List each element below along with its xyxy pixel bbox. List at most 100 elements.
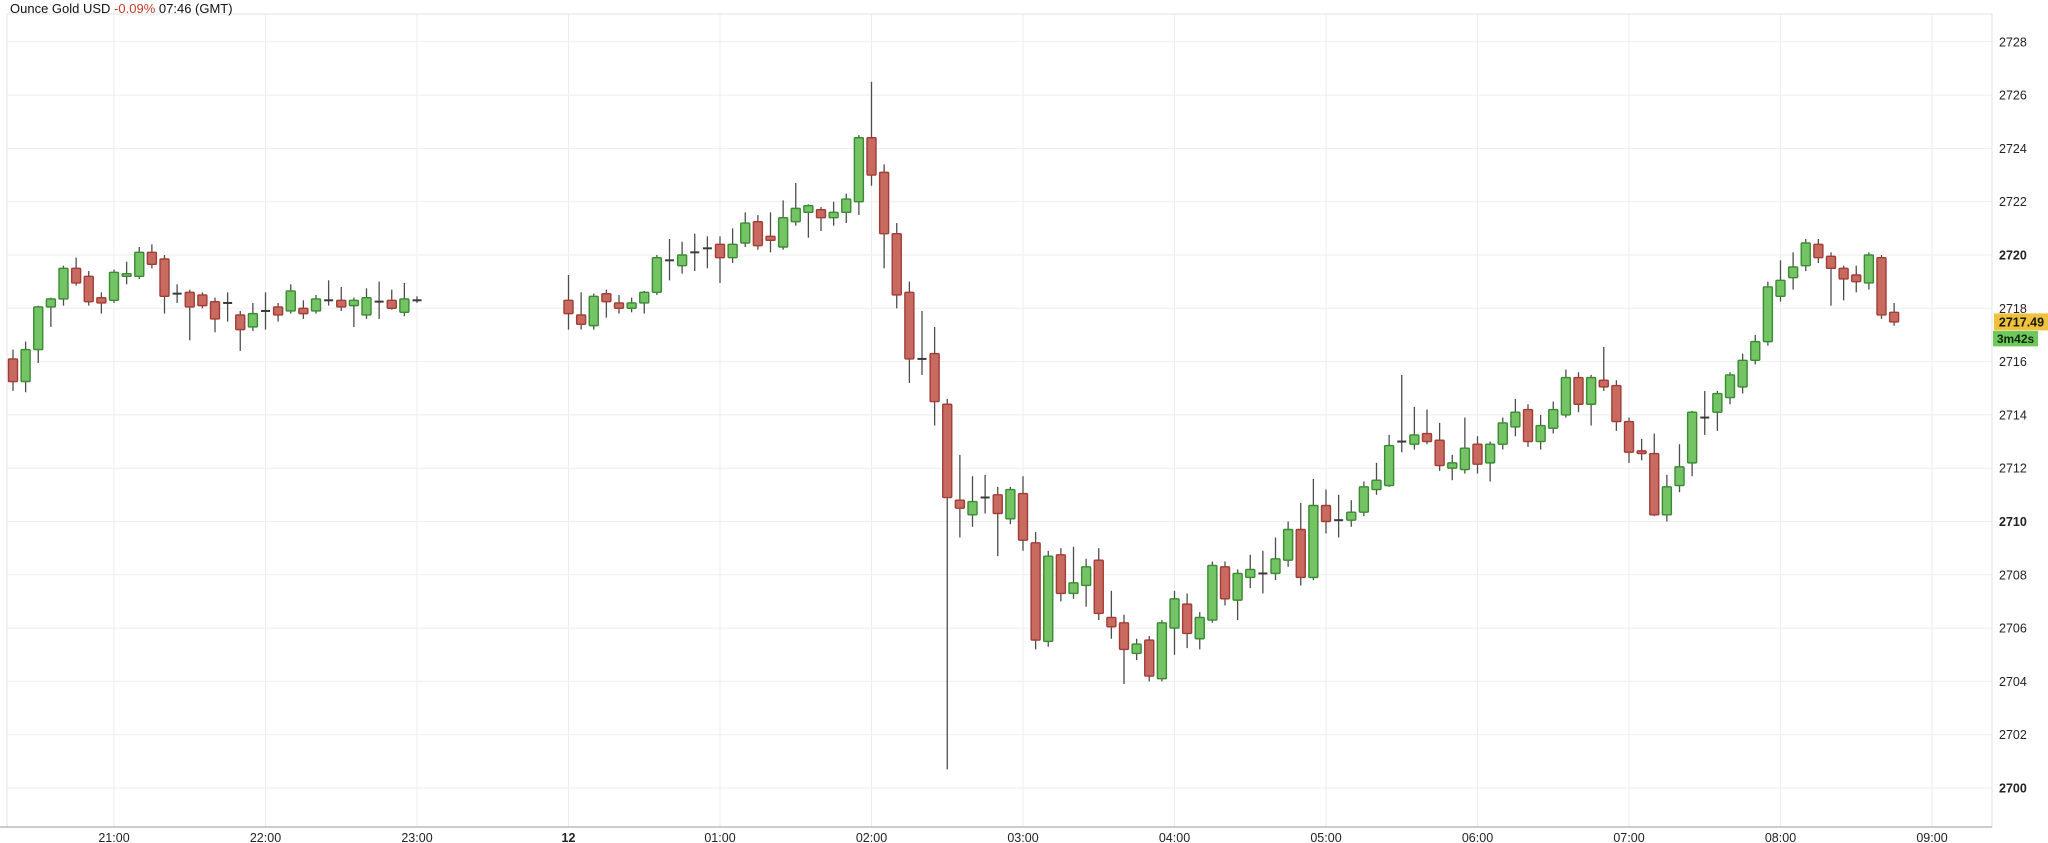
candle-up-01:50[interactable] xyxy=(841,198,852,214)
candle-up-07:45[interactable] xyxy=(1737,359,1748,388)
candle-up-01:55[interactable] xyxy=(853,137,865,203)
candle-down-22:30[interactable] xyxy=(336,299,347,308)
candle-down-22:15[interactable] xyxy=(298,307,309,315)
candle-up-22:55[interactable] xyxy=(399,298,410,313)
candle-down-00:00[interactable] xyxy=(563,299,574,315)
candle-up-03:55[interactable] xyxy=(1156,622,1168,680)
candle-up-06:10[interactable] xyxy=(1497,422,1508,445)
candle-down-03:50[interactable] xyxy=(1144,639,1155,677)
candle-up-04:45[interactable] xyxy=(1282,528,1294,561)
candle-up-00:25[interactable] xyxy=(626,302,637,310)
candle-down-06:20[interactable] xyxy=(1522,408,1534,443)
candle-up-05:50[interactable] xyxy=(1447,462,1458,469)
candle-up-06:30[interactable] xyxy=(1548,408,1559,429)
candle-down-07:00[interactable] xyxy=(1623,420,1635,453)
candle-up-01:35[interactable] xyxy=(803,204,814,214)
candle-up-01:25[interactable] xyxy=(777,216,789,248)
candle-down-02:30[interactable] xyxy=(942,403,953,499)
candle-up-06:45[interactable] xyxy=(1585,376,1597,405)
candle-down-06:50[interactable] xyxy=(1598,379,1609,388)
candle-up-08:05[interactable] xyxy=(1787,266,1799,279)
candle-up-01:10[interactable] xyxy=(740,222,751,244)
candle-up-06:35[interactable] xyxy=(1560,376,1572,416)
candle-down-08:25[interactable] xyxy=(1838,267,1849,280)
candle-down-20:20[interactable] xyxy=(7,358,19,383)
candle-down-03:35[interactable] xyxy=(1106,616,1117,628)
candle-down-03:00[interactable] xyxy=(1017,492,1029,541)
candle-up-06:25[interactable] xyxy=(1535,424,1546,443)
candle-down-01:15[interactable] xyxy=(752,220,764,247)
candle-down-06:55[interactable] xyxy=(1611,384,1622,423)
candle-down-08:20[interactable] xyxy=(1825,255,1837,270)
candle-up-22:10[interactable] xyxy=(285,290,296,312)
candle-down-00:15[interactable] xyxy=(601,292,612,303)
candle-up-21:05[interactable] xyxy=(121,272,132,278)
candle-down-03:05[interactable] xyxy=(1030,542,1041,641)
candle-up-20:35[interactable] xyxy=(45,298,57,308)
candle-up-07:15[interactable] xyxy=(1661,486,1673,516)
candle-up-05:15[interactable] xyxy=(1358,486,1370,513)
candle-down-08:45[interactable] xyxy=(1888,311,1900,323)
candle-down-04:05[interactable] xyxy=(1181,603,1193,635)
candle-up-21:00[interactable] xyxy=(108,271,120,302)
candle-up-07:20[interactable] xyxy=(1674,466,1685,487)
candle-up-04:30[interactable] xyxy=(1245,568,1256,579)
candle-up-07:25[interactable] xyxy=(1686,411,1698,464)
candle-down-02:35[interactable] xyxy=(954,499,966,509)
candle-up-05:20[interactable] xyxy=(1371,479,1382,491)
candle-up-07:55[interactable] xyxy=(1762,286,1774,343)
candle-down-02:15[interactable] xyxy=(904,291,915,360)
candle-up-07:50[interactable] xyxy=(1750,340,1761,361)
candle-up-05:35[interactable] xyxy=(1409,434,1420,445)
candle-up-04:40[interactable] xyxy=(1270,558,1281,575)
candle-down-02:10[interactable] xyxy=(891,232,902,296)
candle-down-22:50[interactable] xyxy=(386,299,397,309)
candle-down-20:45[interactable] xyxy=(70,267,82,284)
candle-down-04:20[interactable] xyxy=(1219,566,1231,600)
candle-up-01:45[interactable] xyxy=(828,211,839,219)
candle-up-08:35[interactable] xyxy=(1863,254,1875,284)
candle-down-08:15[interactable] xyxy=(1813,243,1824,259)
candle-up-08:00[interactable] xyxy=(1775,279,1786,298)
candle-up-04:15[interactable] xyxy=(1207,564,1218,621)
candle-up-04:10[interactable] xyxy=(1194,616,1205,640)
candle-down-08:40[interactable] xyxy=(1876,256,1887,316)
candle-down-07:10[interactable] xyxy=(1649,452,1660,516)
candle-up-06:15[interactable] xyxy=(1510,411,1521,428)
candle-down-06:00[interactable] xyxy=(1472,443,1483,465)
candle-up-21:10[interactable] xyxy=(134,251,145,278)
candle-down-03:30[interactable] xyxy=(1093,559,1104,615)
candle-up-07:35[interactable] xyxy=(1712,392,1723,413)
candle-up-05:55[interactable] xyxy=(1459,447,1471,471)
candle-down-08:30[interactable] xyxy=(1851,274,1862,283)
candle-down-02:05[interactable] xyxy=(878,171,890,235)
candle-up-03:10[interactable] xyxy=(1043,555,1054,643)
candle-up-00:35[interactable] xyxy=(651,256,663,294)
candle-down-22:05[interactable] xyxy=(272,306,284,316)
candle-up-07:40[interactable] xyxy=(1724,374,1736,399)
candle-down-20:55[interactable] xyxy=(96,296,107,304)
candle-down-07:05[interactable] xyxy=(1636,450,1647,455)
candle-up-00:45[interactable] xyxy=(676,254,688,267)
candle-up-20:40[interactable] xyxy=(58,267,69,300)
candle-up-03:20[interactable] xyxy=(1068,582,1079,595)
candle-up-22:20[interactable] xyxy=(310,298,322,312)
candle-up-04:00[interactable] xyxy=(1169,598,1180,629)
candle-up-05:25[interactable] xyxy=(1383,444,1395,487)
candle-down-21:30[interactable] xyxy=(184,291,195,308)
candle-down-03:15[interactable] xyxy=(1055,554,1067,595)
candle-up-01:30[interactable] xyxy=(790,207,801,223)
candle-down-21:40[interactable] xyxy=(209,300,221,320)
candle-up-01:05[interactable] xyxy=(727,243,738,259)
candle-down-01:40[interactable] xyxy=(815,208,827,219)
candle-down-02:25[interactable] xyxy=(929,352,940,403)
candle-up-22:40[interactable] xyxy=(361,296,372,316)
candle-up-02:40[interactable] xyxy=(967,500,978,516)
candle-down-02:00[interactable] xyxy=(866,137,877,176)
candle-down-01:00[interactable] xyxy=(714,243,726,259)
candle-down-00:20[interactable] xyxy=(613,302,625,310)
candle-down-04:50[interactable] xyxy=(1295,528,1306,579)
candle-down-21:20[interactable] xyxy=(159,258,170,298)
candle-up-05:10[interactable] xyxy=(1346,511,1357,521)
